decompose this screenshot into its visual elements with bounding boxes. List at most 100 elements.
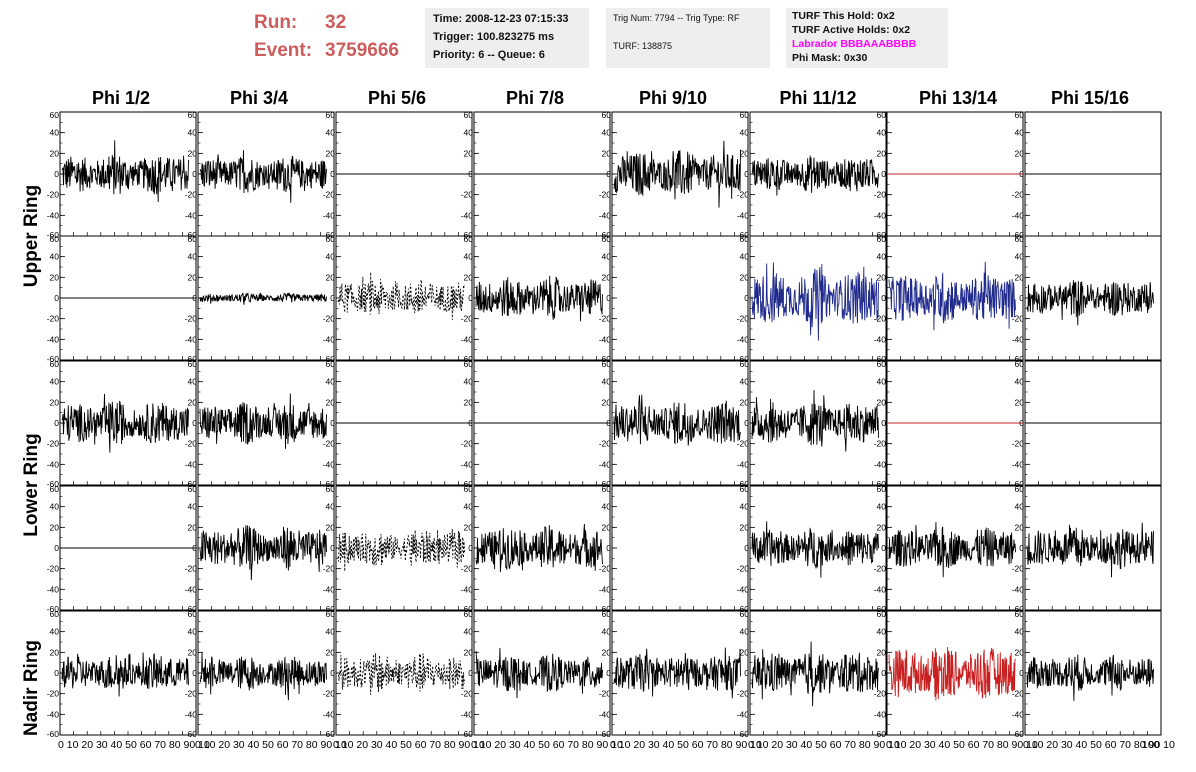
y-tick-label: 20 — [50, 647, 60, 657]
y-tick-label: -40 — [323, 709, 336, 719]
y-tick-label: 20 — [1015, 397, 1025, 407]
y-tick-label: -40 — [185, 709, 198, 719]
y-tick-label: 20 — [740, 148, 750, 158]
column-header: Phi 3/4 — [230, 88, 288, 108]
y-tick-label: 0 — [1019, 668, 1024, 678]
y-tick-label: -20 — [323, 439, 336, 449]
y-tick-label: -60 — [599, 230, 612, 240]
y-tick-label: 40 — [326, 128, 336, 138]
waveform-panel: 60 40 20 0 -20 -40 -60 — [599, 110, 749, 240]
y-tick-label: -40 — [1012, 334, 1025, 344]
run-value: 32 — [325, 12, 347, 33]
y-tick-label: 20 — [464, 647, 474, 657]
y-tick-label: 60 — [740, 359, 750, 369]
trace-waveform — [199, 150, 327, 203]
y-tick-label: -60 — [599, 354, 612, 364]
y-tick-label: -40 — [47, 459, 60, 469]
y-tick-label: -20 — [599, 190, 612, 200]
y-tick-label: -60 — [185, 479, 198, 489]
labrador-text: Labrador BBBAAABBBB — [792, 38, 917, 50]
y-tick-label: 20 — [50, 272, 60, 282]
y-tick-label: 60 — [464, 359, 474, 369]
y-tick-label: -60 — [599, 729, 612, 739]
y-tick-label: -60 — [461, 354, 474, 364]
y-tick-label: 0 — [744, 293, 749, 303]
y-tick-label: -40 — [737, 459, 750, 469]
y-tick-label: 20 — [188, 272, 198, 282]
y-tick-label: 40 — [464, 377, 474, 387]
trace-waveform — [337, 272, 465, 320]
y-tick-label: -20 — [1012, 314, 1025, 324]
y-tick-label: -60 — [47, 354, 60, 364]
waveform-panel: 60 40 20 0 -20 -40 -60 — [737, 234, 887, 364]
waveform-panel: 60 40 20 0 -20 -40 -60 — [1012, 234, 1162, 364]
y-tick-label: 60 — [464, 110, 474, 120]
y-tick-label: 20 — [1015, 647, 1025, 657]
trace-waveform — [475, 275, 603, 322]
waveform-panel: 60 40 20 0 -20 -40 -60 — [874, 234, 1024, 364]
y-tick-label: -60 — [1012, 604, 1025, 614]
waveform-panel: 60 40 20 0 -20 -40 -60 — [461, 609, 611, 739]
y-tick-label: -20 — [185, 314, 198, 324]
phi-mask-text: Phi Mask: 0x30 — [792, 52, 868, 64]
row-label-upper-ring: Upper Ring — [21, 185, 42, 287]
trace-waveform — [337, 529, 465, 572]
y-tick-label: 20 — [188, 148, 198, 158]
y-tick-label: 40 — [188, 502, 198, 512]
y-tick-label: -60 — [874, 354, 887, 364]
y-tick-label: -40 — [1012, 709, 1025, 719]
y-tick-label: -40 — [874, 334, 887, 344]
y-tick-label: 40 — [877, 627, 887, 637]
trace-waveform — [613, 394, 741, 446]
y-tick-label: 60 — [1015, 484, 1025, 494]
waveform-panel: 60 40 20 0 -20 -40 -60 — [185, 110, 335, 240]
y-tick-label: -20 — [47, 689, 60, 699]
trace-waveform — [751, 641, 879, 707]
y-tick-label: 0 — [606, 543, 611, 553]
y-tick-label: -60 — [461, 479, 474, 489]
y-tick-label: -20 — [874, 439, 887, 449]
waveform-panel: 60 40 20 0 -20 -40 -60 — [874, 359, 1024, 489]
column-header: Phi 9/10 — [639, 88, 707, 108]
y-tick-label: 20 — [326, 647, 336, 657]
y-tick-label: -60 — [737, 354, 750, 364]
y-tick-label: 0 — [1019, 169, 1024, 179]
y-tick-label: -20 — [599, 564, 612, 574]
trace-waveform — [61, 140, 189, 203]
y-tick-label: 0 — [468, 543, 473, 553]
waveform-panel: 60 40 20 0 -20 -40 -60 — [599, 359, 749, 489]
y-tick-label: 60 — [877, 110, 887, 120]
row-label-lower-ring: Lower Ring — [21, 433, 42, 536]
y-tick-label: 60 — [602, 110, 612, 120]
y-tick-label: 40 — [740, 502, 750, 512]
event-label: Event: — [254, 40, 313, 61]
y-tick-label: 0 — [1019, 418, 1024, 428]
event-value: 3759666 — [325, 40, 399, 61]
y-tick-label: -60 — [323, 354, 336, 364]
y-tick-label: 0 — [881, 668, 886, 678]
y-tick-label: -60 — [874, 729, 887, 739]
y-tick-label: -60 — [874, 230, 887, 240]
y-tick-label: 60 — [877, 484, 887, 494]
y-tick-label: 20 — [464, 272, 474, 282]
y-tick-label: 20 — [602, 522, 612, 532]
y-tick-label: 40 — [188, 377, 198, 387]
y-tick-label: 0 — [744, 418, 749, 428]
y-tick-label: -60 — [47, 604, 60, 614]
waveform-panel: 60 40 20 0 -20 -40 -60 — [461, 110, 611, 240]
y-tick-label: -20 — [47, 314, 60, 324]
y-tick-label: -20 — [737, 689, 750, 699]
waveform-panel: 60 40 20 0 -20 -40 -60 — [874, 110, 1024, 240]
x-tick-label-last: 100 — [1142, 739, 1160, 751]
y-tick-label: 0 — [606, 293, 611, 303]
y-tick-label: 60 — [50, 110, 60, 120]
y-tick-label: 40 — [1015, 252, 1025, 262]
panel-frame — [197, 111, 335, 237]
y-tick-label: -40 — [737, 210, 750, 220]
y-tick-label: 20 — [877, 397, 887, 407]
y-tick-label: -60 — [323, 230, 336, 240]
trace-waveform — [1026, 280, 1154, 326]
column-header: Phi 13/14 — [919, 88, 997, 108]
y-tick-label: -20 — [874, 689, 887, 699]
y-tick-label: -20 — [185, 190, 198, 200]
